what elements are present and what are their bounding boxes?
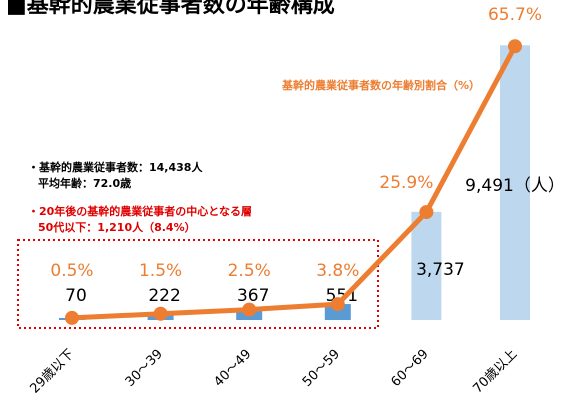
line-marker: [508, 39, 522, 54]
x-tick-label: 60～69: [389, 347, 432, 390]
x-tick-label: 29歳以下: [27, 347, 77, 397]
chart-title: ■基幹的農業従事者数の年齢構成: [6, 0, 335, 18]
line-legend: 基幹的農業従事者数の年齢別割合（%）: [281, 78, 480, 92]
line: [71, 45, 518, 321]
line-value-label: 65.7%: [488, 5, 542, 25]
line-value-label: 25.9%: [379, 173, 433, 193]
line-marker: [65, 310, 79, 325]
line-value-label: 2.5%: [228, 261, 271, 281]
line-value-label: 0.5%: [50, 261, 93, 281]
x-tick-label: 40～49: [211, 347, 254, 390]
x-tick-label: 30～39: [123, 347, 166, 390]
line-marker: [153, 306, 168, 321]
bar-value-label: 9,491（人）: [465, 176, 565, 196]
bar-value-label: 70: [65, 286, 87, 306]
bar-value-label: 367: [237, 286, 269, 306]
bar-value-label: 3,737: [416, 260, 465, 280]
line-value-label: 1.5%: [139, 261, 182, 281]
x-tick-label: 70歳以上: [470, 347, 520, 397]
bar-value-label: 222: [148, 286, 180, 306]
bar: [500, 45, 530, 320]
annotation: 50代以下：1,210人（8.4%）: [38, 220, 196, 234]
line-marker: [419, 205, 434, 220]
x-tick-label: 50～59: [300, 347, 343, 390]
bar: [411, 211, 442, 320]
bar: [324, 304, 351, 320]
line-marker: [242, 302, 257, 317]
annotation: ・基幹的農業従事者数：14,438人: [28, 160, 203, 174]
annotation: 平均年齢：72.0歳: [38, 176, 131, 190]
line-value-label: 3.8%: [316, 261, 359, 281]
line-marker: [330, 297, 345, 312]
annotation: ・20年後の基幹的農業従事者の中心となる層: [28, 204, 252, 218]
highlight-box: [17, 239, 379, 329]
